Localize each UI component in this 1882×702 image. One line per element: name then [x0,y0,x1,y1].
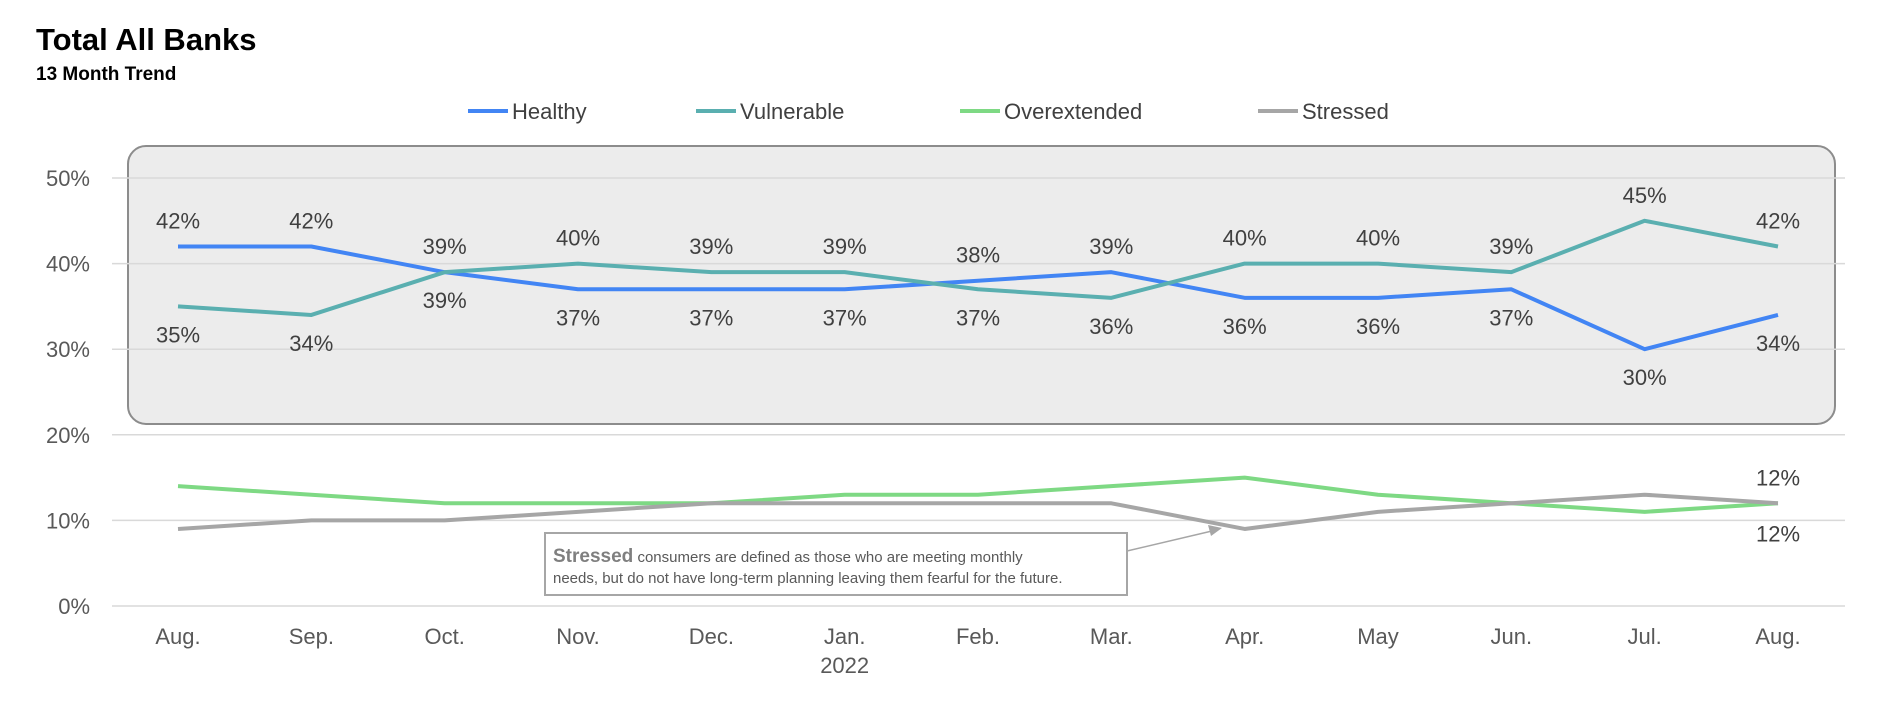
x-tick-label: Jan. [824,624,866,649]
series-line-vulnerable [177,218,1779,317]
data-label-vulnerable: 40% [1223,226,1267,251]
x-tick-label: Aug. [155,624,200,649]
data-label-healthy: 42% [156,208,200,233]
data-label-vulnerable: 39% [1489,234,1533,259]
data-label-healthy: 38% [956,243,1000,268]
legend-label-overextended: Overextended [1004,99,1142,124]
data-label-vulnerable: 45% [1623,183,1667,208]
data-label-healthy: 34% [1756,331,1800,356]
series-lines [177,218,1779,531]
data-label-vulnerable: 36% [1089,314,1133,339]
annotation-arrowhead [1208,525,1222,536]
annotation-arrow [1126,530,1213,552]
annotation-callout: Stressed consumers are defined as those … [544,525,1222,596]
x-tick-label: May [1357,624,1399,649]
annotation-bold: Stressed [553,546,633,567]
x-tick-label: Jun. [1491,624,1533,649]
y-tick-label: 10% [46,508,90,533]
data-label-healthy: 37% [823,305,867,330]
data-label-vulnerable: 39% [823,234,867,259]
data-label-healthy: 37% [1489,305,1533,330]
data-label-healthy: 39% [423,288,467,313]
data-label-healthy: 37% [689,305,733,330]
data-label-healthy: 42% [289,208,333,233]
data-label-vulnerable: 40% [1356,226,1400,251]
x-tick-label: Feb. [956,624,1000,649]
data-labels: 42% 35% 42% 34% 39% 39% 37% 40% 37% 39% 37% 39% 38% 3… [156,183,1800,546]
chart-subtitle: 13 Month Trend [36,64,177,85]
data-label-healthy: 30% [1623,365,1667,390]
data-label-vulnerable: 42% [1756,208,1800,233]
x-tick-label: Dec. [689,624,734,649]
data-label-stressed: 12% [1756,465,1800,490]
y-axis: 0% 10% 20% 30% 40% 50% [46,166,90,619]
legend-label-vulnerable: Vulnerable [740,99,844,124]
data-label-vulnerable: 37% [956,305,1000,330]
y-tick-label: 40% [46,252,90,277]
x-axis: Aug. Sep. Oct. Nov. Dec. Jan. Feb. Mar. Apr. May J… [155,624,1800,678]
annotation-box [544,532,1128,596]
highlight-box [127,145,1836,425]
legend: Healthy Vulnerable Overextended Stressed [468,99,1389,124]
x-tick-label: Jul. [1628,624,1662,649]
series-line-overextended [177,475,1779,514]
data-label-healthy: 39% [1089,234,1133,259]
annotation-text-1: consumers are defined as those who are m… [633,549,1023,566]
data-label-vulnerable: 35% [156,322,200,347]
data-label-vulnerable: 40% [556,226,600,251]
annotation-line-1: Stressed consumers are defined as those … [553,546,1023,567]
data-label-vulnerable: 39% [423,234,467,259]
x-tick-label: Aug. [1755,624,1800,649]
annotation-line-2: needs, but do not have long-term plannin… [553,570,1063,587]
chart-title: Total All Banks [36,22,257,57]
legend-label-healthy: Healthy [512,99,587,124]
x-tick-label: Sep. [289,624,334,649]
y-tick-label: 0% [58,594,90,619]
series-line-stressed [177,492,1779,531]
x-tick-label: Mar. [1090,624,1133,649]
data-label-vulnerable: 39% [689,234,733,259]
x-tick-label: Oct. [424,624,464,649]
data-label-vulnerable: 34% [289,331,333,356]
data-label-healthy: 36% [1356,314,1400,339]
y-tick-label: 30% [46,337,90,362]
x-tick-label: Apr. [1225,624,1264,649]
y-tick-label: 50% [46,166,90,191]
data-label-healthy: 36% [1223,314,1267,339]
y-tick-label: 20% [46,423,90,448]
x-year-label: 2022 [820,653,869,678]
legend-label-stressed: Stressed [1302,99,1389,124]
data-label-healthy: 37% [556,305,600,330]
x-tick-label: Nov. [556,624,600,649]
data-label-overextended: 12% [1756,521,1800,546]
